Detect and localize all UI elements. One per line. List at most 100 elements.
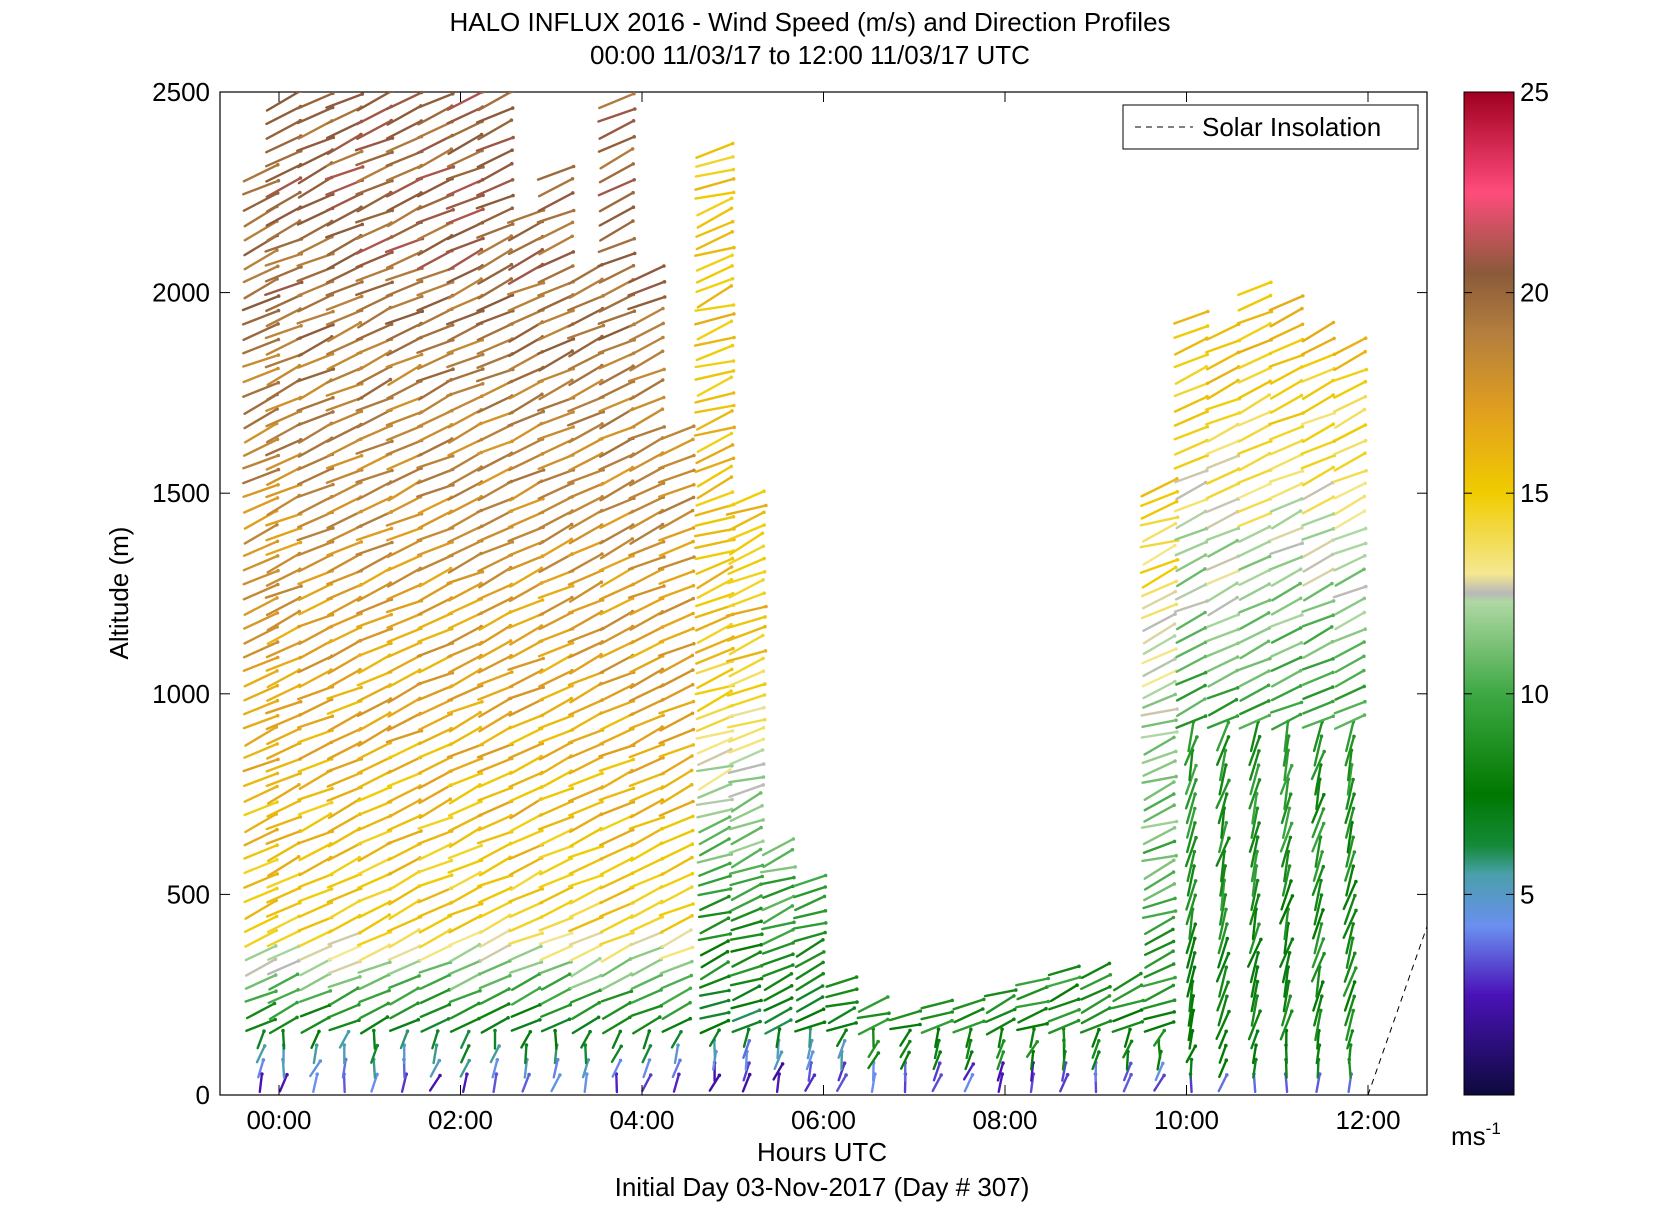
wind-barb bbox=[1334, 685, 1366, 701]
wind-barb bbox=[477, 654, 513, 674]
wind-barb-tip bbox=[494, 1072, 499, 1076]
colorbar-strip bbox=[1463, 91, 1515, 1096]
wind-barb bbox=[447, 495, 483, 515]
y-tick-label: 0 bbox=[196, 1080, 210, 1110]
wind-barb bbox=[696, 623, 733, 644]
wind-barb bbox=[266, 494, 301, 516]
wind-barb bbox=[416, 526, 454, 542]
wind-barb bbox=[356, 697, 392, 717]
wind-barb-tip bbox=[1351, 922, 1355, 926]
wind-barb bbox=[567, 640, 604, 659]
wind-barb-tip bbox=[630, 147, 635, 151]
wind-barb bbox=[836, 1073, 848, 1093]
wind-barb-tip bbox=[691, 799, 695, 804]
wind-barb bbox=[520, 1030, 532, 1049]
wind-barb-tip bbox=[553, 1028, 557, 1033]
wind-barb bbox=[1173, 337, 1209, 356]
wind-barb-tip bbox=[510, 670, 514, 674]
wind-barb-tip bbox=[358, 320, 363, 325]
wind-barb-tip bbox=[1203, 553, 1208, 557]
wind-barb-tip bbox=[730, 409, 734, 413]
wind-barb bbox=[826, 1021, 858, 1032]
wind-barb bbox=[357, 306, 392, 329]
wind-barb bbox=[727, 511, 766, 532]
wind-barb-tip bbox=[661, 713, 665, 718]
wind-barb-tip bbox=[1108, 973, 1113, 977]
wind-barb bbox=[899, 1029, 912, 1047]
wind-barb bbox=[244, 958, 277, 977]
wind-barb-tip bbox=[690, 828, 695, 833]
wind-barb bbox=[1238, 555, 1271, 571]
wind-barb-tip bbox=[764, 503, 768, 508]
wind-barb-tip bbox=[761, 633, 765, 638]
wind-barb bbox=[1173, 454, 1209, 470]
wind-barb bbox=[629, 378, 664, 401]
wind-barb bbox=[489, 1044, 501, 1064]
wind-barb bbox=[1283, 908, 1290, 941]
wind-barb bbox=[537, 337, 575, 355]
wind-barb bbox=[1188, 908, 1194, 941]
wind-barb-tip bbox=[1321, 807, 1326, 811]
wind-barb-tip bbox=[405, 1029, 410, 1033]
wind-barb-tip bbox=[447, 1002, 452, 1007]
wind-barb-tip bbox=[1171, 915, 1176, 920]
wind-barb bbox=[1207, 698, 1238, 717]
wind-barb bbox=[476, 670, 513, 687]
wind-barb bbox=[1207, 596, 1239, 617]
wind-barb bbox=[417, 816, 453, 830]
wind-barb-tip bbox=[1227, 778, 1231, 783]
wind-barb bbox=[569, 944, 603, 962]
wind-barb bbox=[598, 554, 635, 572]
wind-barb bbox=[355, 235, 393, 255]
wind-barb bbox=[553, 1029, 558, 1050]
wind-barb bbox=[1174, 469, 1209, 484]
wind-barb bbox=[244, 990, 278, 1003]
wind-barb bbox=[1249, 720, 1260, 753]
wind-barb bbox=[416, 294, 454, 312]
wind-barb-tip bbox=[600, 800, 604, 804]
wind-barb bbox=[476, 148, 514, 169]
wind-barb bbox=[1311, 807, 1325, 839]
wind-barb bbox=[357, 961, 392, 974]
wind-barb-tip bbox=[1224, 1043, 1228, 1048]
wind-barb bbox=[1122, 1040, 1133, 1059]
wind-barb-tip bbox=[1204, 365, 1208, 369]
wind-barb bbox=[795, 961, 825, 980]
wind-barb bbox=[356, 598, 393, 615]
wind-barb-tip bbox=[480, 700, 484, 704]
wind-barb bbox=[1205, 365, 1240, 385]
wind-barb-tip bbox=[692, 483, 696, 487]
wind-barb bbox=[600, 990, 633, 1003]
wind-barb bbox=[697, 887, 732, 897]
wind-barb-tip bbox=[540, 931, 544, 935]
wind-barb bbox=[355, 396, 394, 412]
wind-barb-tip bbox=[1141, 998, 1145, 1003]
wind-barb-tip bbox=[731, 359, 736, 363]
wind-barb bbox=[598, 744, 635, 758]
wind-barb bbox=[660, 769, 693, 791]
wind-barb bbox=[569, 974, 603, 990]
wind-barb-tip bbox=[298, 190, 302, 195]
wind-barb bbox=[416, 540, 454, 557]
wind-barb bbox=[1281, 951, 1291, 984]
wind-barb bbox=[386, 771, 422, 788]
wind-barb-tip bbox=[763, 624, 767, 629]
wind-barb bbox=[1206, 497, 1240, 513]
wind-barb-tip bbox=[792, 920, 796, 925]
wind-barb bbox=[267, 988, 300, 1004]
wind-barb bbox=[338, 1030, 350, 1049]
wind-barb bbox=[265, 422, 302, 444]
wind-barb bbox=[537, 367, 575, 383]
wind-barb-tip bbox=[691, 814, 695, 819]
wind-barb bbox=[962, 1062, 975, 1081]
wind-barb bbox=[599, 727, 634, 746]
wind-barb-tip bbox=[970, 1073, 975, 1077]
wind-barb bbox=[1246, 938, 1263, 968]
wind-barb-tip bbox=[691, 596, 695, 601]
wind-barb bbox=[297, 698, 333, 717]
wind-barb bbox=[568, 278, 604, 299]
wind-barb bbox=[418, 784, 452, 805]
wind-barb bbox=[446, 570, 484, 585]
wind-barb bbox=[659, 654, 694, 674]
wind-barb bbox=[630, 842, 663, 862]
